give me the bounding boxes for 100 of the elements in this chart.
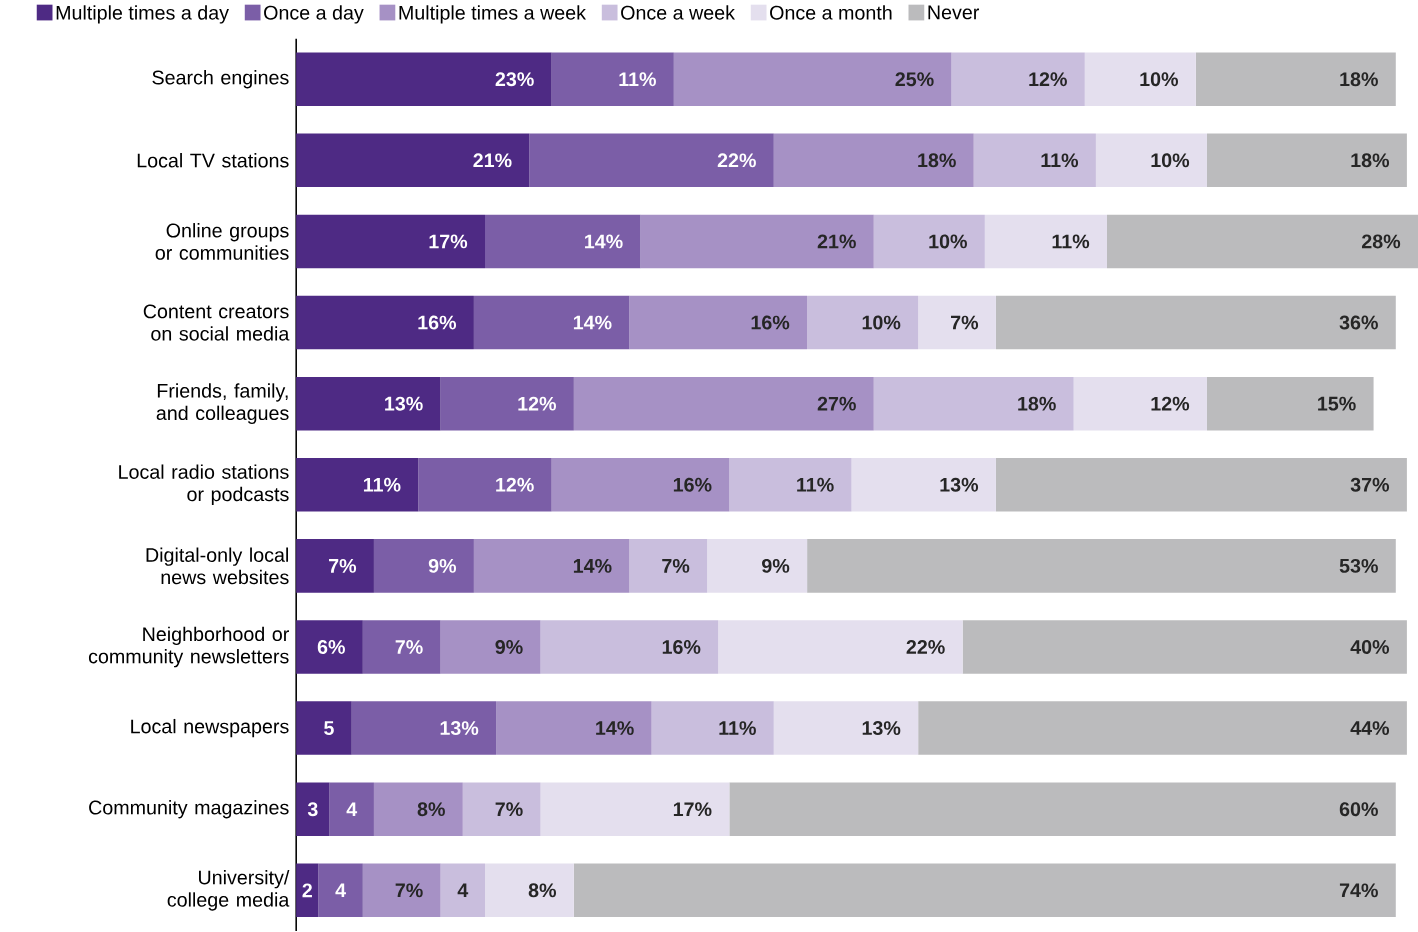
data-label: 13% xyxy=(940,477,979,492)
bar xyxy=(540,782,730,837)
bar xyxy=(651,701,774,756)
bar xyxy=(851,458,996,512)
data-label: 5 xyxy=(324,721,334,736)
bar xyxy=(918,701,1407,756)
data-label: 22% xyxy=(717,153,756,168)
data-label: 9% xyxy=(762,559,790,574)
data-label: 21% xyxy=(473,153,512,168)
bar xyxy=(485,214,641,269)
bar xyxy=(296,295,474,350)
bar xyxy=(551,458,730,512)
legend-label: Multiple times a day xyxy=(56,5,229,24)
data-label: 7% xyxy=(329,559,357,573)
bar xyxy=(473,295,630,350)
y-tick-label: Local newspapers xyxy=(131,719,289,738)
bar xyxy=(573,377,874,431)
data-label: 13% xyxy=(440,721,479,736)
bar xyxy=(473,539,630,593)
data-label: 74% xyxy=(1339,883,1378,898)
legend-label: Multiple times a week xyxy=(399,5,587,24)
data-label: 7% xyxy=(395,883,423,898)
data-label: 11% xyxy=(719,721,756,736)
data-label: 18% xyxy=(1351,153,1390,168)
data-label: 14% xyxy=(596,721,634,736)
bar xyxy=(1073,377,1207,431)
data-label: 7% xyxy=(662,559,690,573)
bar xyxy=(918,295,996,350)
data-label: 3 xyxy=(307,802,318,817)
data-label: 11% xyxy=(797,478,834,492)
data-label: 36% xyxy=(1339,315,1378,330)
data-label: 12% xyxy=(496,477,534,492)
bar xyxy=(729,458,852,512)
data-label: 7% xyxy=(395,640,423,655)
data-label: 4 xyxy=(457,883,469,898)
data-label: 12% xyxy=(1151,396,1190,411)
data-label: 53% xyxy=(1339,559,1378,574)
bar xyxy=(462,782,541,837)
bar xyxy=(629,295,808,350)
y-tick-label: Community magazines xyxy=(89,800,289,819)
bar xyxy=(540,620,719,674)
bar xyxy=(1095,133,1207,188)
data-label: 11% xyxy=(1041,153,1079,168)
bar xyxy=(296,863,319,918)
bar xyxy=(496,701,652,756)
data-label: 16% xyxy=(418,315,457,330)
y-tick-label: Search engines xyxy=(152,70,289,89)
data-label: 15% xyxy=(1318,396,1356,411)
data-label: 12% xyxy=(1029,72,1067,87)
bar xyxy=(296,377,441,431)
data-label: 23% xyxy=(495,72,534,87)
data-label: 16% xyxy=(751,315,790,330)
bar xyxy=(529,133,774,188)
bar xyxy=(629,539,708,593)
bar xyxy=(296,620,363,674)
bar xyxy=(718,620,963,674)
y-tick-label: Local radio stations or podcasts xyxy=(119,464,289,506)
data-label: 13% xyxy=(862,721,901,736)
data-label: 10% xyxy=(1151,153,1190,168)
data-label: 37% xyxy=(1350,477,1390,492)
bar xyxy=(640,214,874,269)
bar xyxy=(995,295,1396,350)
data-label: 40% xyxy=(1350,640,1390,655)
data-label: 11% xyxy=(619,72,656,87)
bar xyxy=(296,701,352,756)
bar xyxy=(1107,214,1418,269)
data-label: 9% xyxy=(495,640,523,655)
data-label: 10% xyxy=(929,234,967,249)
legend-label: Once a day xyxy=(264,5,364,24)
bar xyxy=(984,214,1107,269)
bar xyxy=(1195,52,1396,107)
y-tick-label: Digital-only local news websites xyxy=(146,547,289,585)
data-label: 17% xyxy=(429,234,468,249)
data-label: 4 xyxy=(335,883,346,898)
bar xyxy=(373,782,463,837)
data-label: 11% xyxy=(1052,234,1090,249)
bar xyxy=(440,620,541,674)
bar xyxy=(729,782,1396,837)
data-label: 14% xyxy=(573,315,612,330)
bar xyxy=(296,782,330,837)
data-label: 60% xyxy=(1339,802,1378,817)
bar xyxy=(773,701,919,756)
bar xyxy=(296,539,374,593)
bar xyxy=(807,539,1396,593)
bar xyxy=(995,458,1407,512)
bar xyxy=(1206,133,1407,188)
data-label: 17% xyxy=(673,802,712,817)
bar xyxy=(318,863,363,918)
data-label: 9% xyxy=(428,559,457,574)
bar xyxy=(296,458,419,512)
data-label: 14% xyxy=(573,559,612,573)
bar xyxy=(362,863,441,918)
bar xyxy=(807,295,919,350)
bar xyxy=(873,377,1074,431)
y-tick-label: Online groups or communities xyxy=(155,223,289,260)
data-label: 10% xyxy=(862,315,901,330)
data-label: 8% xyxy=(417,802,445,817)
data-label: 22% xyxy=(906,640,945,655)
bar xyxy=(551,52,674,107)
data-label: 11% xyxy=(363,478,401,492)
